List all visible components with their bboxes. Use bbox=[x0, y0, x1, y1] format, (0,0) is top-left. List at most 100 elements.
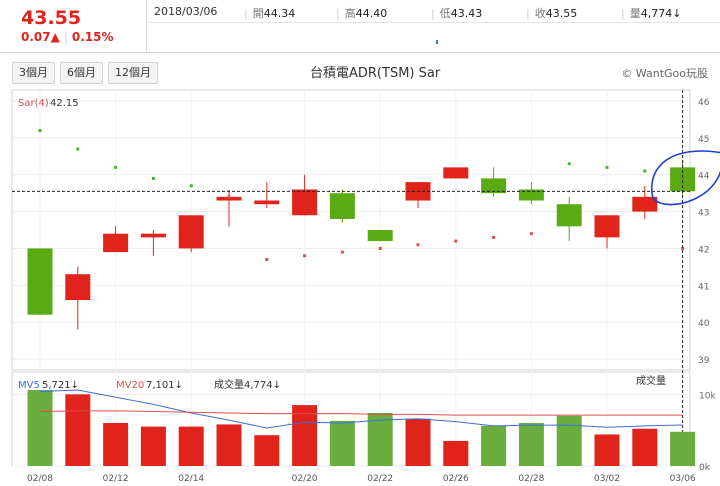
stat-high: | 高44.40 bbox=[336, 7, 388, 20]
volume-tick-label: 10k bbox=[699, 391, 716, 401]
volume-bar bbox=[103, 423, 129, 466]
mv5-legend-label: MV5 bbox=[18, 380, 40, 391]
x-tick-label: 03/06 bbox=[670, 474, 696, 484]
sar-legend-value: 42.15 bbox=[50, 98, 79, 109]
candle-body bbox=[216, 196, 242, 201]
stat-date: 2018/03/06 bbox=[154, 5, 218, 18]
sar-point bbox=[227, 195, 231, 199]
candle-body bbox=[443, 167, 469, 179]
x-tick-label: 03/02 bbox=[594, 474, 620, 484]
sar-point bbox=[454, 239, 458, 243]
sar-point bbox=[189, 184, 193, 188]
mv20-legend-label: MV20 bbox=[116, 380, 144, 391]
range-6m-button[interactable]: 6個月 bbox=[60, 62, 103, 84]
stat-low: | 低43.43 bbox=[431, 7, 483, 20]
x-tick-label: 02/08 bbox=[27, 474, 53, 484]
x-tick-label: 02/20 bbox=[292, 474, 318, 484]
volume-bar bbox=[405, 418, 431, 466]
volume-legend: 成交量4,774↓ bbox=[214, 378, 281, 391]
volume-bar bbox=[65, 394, 91, 466]
volume-bar bbox=[178, 426, 204, 466]
candle-body bbox=[65, 274, 91, 300]
sar-point bbox=[492, 235, 496, 239]
volume-tick-label: 0k bbox=[699, 463, 711, 473]
sar-point bbox=[378, 246, 382, 250]
volume-bar bbox=[670, 431, 696, 466]
sar-point bbox=[605, 165, 609, 169]
candle-body bbox=[670, 167, 696, 192]
mv20-legend-value: 7,101↓ bbox=[146, 380, 183, 391]
candle-body bbox=[27, 248, 53, 315]
candle-body bbox=[103, 233, 129, 253]
sar-point bbox=[303, 254, 307, 258]
candle-body bbox=[140, 233, 166, 238]
volume-bar bbox=[216, 424, 242, 466]
candle-body bbox=[367, 230, 393, 242]
volume-bar bbox=[27, 390, 53, 466]
price-tick-label: 45 bbox=[698, 135, 709, 145]
stat-open: | 開44.34 bbox=[244, 7, 296, 20]
price-tick-label: 41 bbox=[698, 282, 709, 292]
volume-bar bbox=[443, 440, 469, 466]
sar-point bbox=[76, 147, 80, 151]
price-tick-label: 43 bbox=[698, 209, 709, 219]
sar-point bbox=[340, 250, 344, 254]
candle-body bbox=[254, 200, 280, 205]
volume-bar bbox=[254, 435, 280, 466]
sar-point bbox=[114, 165, 118, 169]
x-tick-label: 02/28 bbox=[518, 474, 544, 484]
x-tick-label: 02/22 bbox=[367, 474, 393, 484]
sar-point bbox=[151, 176, 155, 180]
chart-title: 台積電ADR(TSM) Sar bbox=[310, 66, 441, 81]
volume-bar bbox=[140, 426, 166, 466]
copyright: © WantGoo玩股 bbox=[621, 67, 708, 80]
stat-close: | 收43.55 bbox=[526, 7, 578, 20]
last-price: 43.55 bbox=[21, 7, 82, 29]
volume-bar bbox=[556, 415, 582, 466]
mv5-legend-value: 5,721↓ bbox=[42, 380, 79, 391]
candle-body bbox=[292, 189, 318, 216]
price-tick-label: 46 bbox=[698, 98, 710, 108]
volume-axis-label: 成交量 bbox=[636, 374, 666, 387]
sar-legend-label: Sar(4) bbox=[18, 98, 49, 109]
price-tick-label: 40 bbox=[698, 319, 710, 329]
sar-point bbox=[265, 257, 269, 261]
sar-point bbox=[681, 246, 685, 250]
sar-point bbox=[38, 129, 42, 133]
x-tick-label: 02/14 bbox=[178, 474, 204, 484]
volume-bar bbox=[292, 405, 318, 466]
volume-bar bbox=[594, 434, 620, 466]
price-tick-label: 39 bbox=[698, 356, 710, 366]
candle-body bbox=[329, 193, 355, 219]
sar-point bbox=[529, 232, 533, 236]
price-tick-label: 42 bbox=[698, 245, 709, 255]
price-panel-frame bbox=[11, 89, 691, 371]
circle-annotation bbox=[650, 150, 720, 206]
change-value: 0.07▲ bbox=[21, 30, 60, 44]
volume-bar bbox=[481, 425, 507, 466]
x-tick-label: 02/26 bbox=[443, 474, 469, 484]
sar-point bbox=[643, 169, 647, 173]
range-12m-button[interactable]: 12個月 bbox=[108, 62, 158, 84]
x-tick-label: 02/12 bbox=[103, 474, 129, 484]
candle-body bbox=[594, 215, 620, 238]
stats-bar: 2018/03/06 | 開44.34 | 高44.40 | 低43.43 | 收43.… bbox=[146, 0, 720, 23]
stat-volume: | 量4,774↓ bbox=[621, 7, 682, 20]
quote-header: 43.55 0.07▲ | 0.15% 2018/03/06 | 開44.34 | 高4… bbox=[0, 0, 720, 53]
sar-point bbox=[416, 243, 420, 247]
volume-bar bbox=[518, 423, 544, 466]
header-tick-mark bbox=[436, 40, 438, 44]
volume-bar bbox=[367, 412, 393, 466]
range-3m-button[interactable]: 3個月 bbox=[12, 62, 55, 84]
price-tick-label: 44 bbox=[698, 172, 710, 182]
candle-body bbox=[632, 196, 658, 212]
mv5-line bbox=[39, 389, 683, 429]
price-box: 43.55 0.07▲ | 0.15% bbox=[0, 0, 147, 52]
volume-bar bbox=[329, 420, 355, 466]
volume-bar bbox=[632, 428, 658, 466]
candle-body bbox=[556, 204, 582, 227]
candle-body bbox=[178, 215, 204, 249]
candle-body bbox=[518, 189, 544, 201]
price-change: 0.07▲ | 0.15% bbox=[21, 30, 114, 44]
